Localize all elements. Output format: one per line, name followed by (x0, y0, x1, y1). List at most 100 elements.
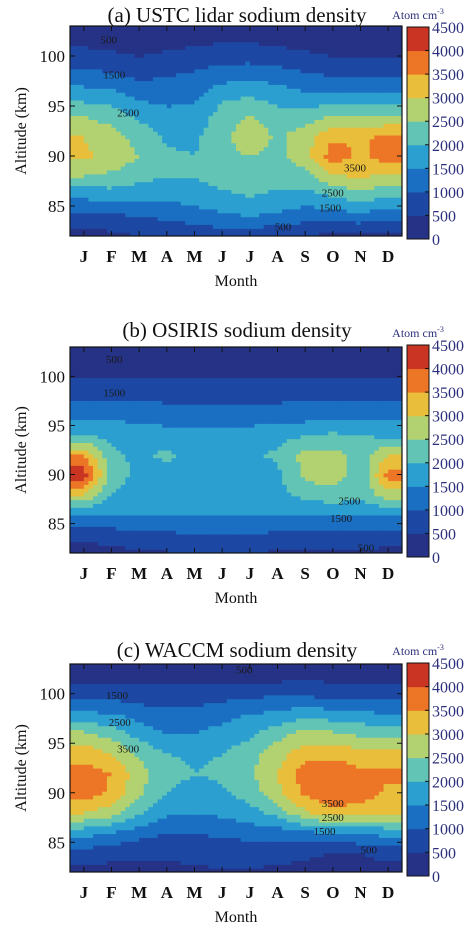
density-cell (263, 29, 269, 35)
density-cell (222, 185, 228, 190)
density-cell (176, 185, 182, 190)
density-cell (388, 72, 394, 78)
density-cell (263, 220, 269, 225)
density-cell (79, 476, 85, 482)
density-cell (365, 53, 371, 58)
density-cell (332, 61, 339, 66)
density-cell (102, 549, 108, 553)
density-cell (365, 169, 371, 175)
density-cell (231, 45, 237, 50)
density-cell (272, 131, 279, 136)
density-cell (134, 138, 140, 144)
colorbar-band (407, 191, 429, 216)
density-cell (93, 115, 99, 120)
density-cell (351, 228, 357, 233)
density-cell (120, 142, 126, 148)
density-cell (102, 185, 108, 190)
density-cell (157, 84, 163, 89)
density-cell (249, 84, 256, 89)
density-cell (236, 212, 242, 218)
density-cell (125, 511, 131, 516)
density-cell (102, 446, 108, 451)
density-cell (166, 193, 173, 198)
density-cell (166, 224, 173, 229)
density-cell (203, 138, 209, 144)
density-cell (282, 158, 288, 163)
density-cell (134, 216, 140, 222)
density-cell (245, 142, 251, 148)
density-cell (309, 208, 315, 214)
density-cell (254, 134, 260, 140)
panel-a: (a) USTC lidar sodium density50015002500… (13, 3, 464, 290)
density-cell (93, 549, 99, 553)
density-cell (351, 224, 357, 229)
density-cell (116, 76, 122, 82)
density-cell (226, 29, 232, 35)
density-cell (305, 64, 311, 70)
density-cell (231, 162, 237, 167)
density-cell (249, 189, 256, 194)
density-cell (319, 123, 325, 128)
density-cell (295, 185, 302, 190)
density-cell (392, 96, 398, 101)
density-cell (222, 96, 228, 101)
density-cell (268, 185, 274, 190)
density-cell (111, 177, 117, 183)
density-cell (134, 362, 140, 367)
density-cell (88, 88, 94, 93)
density-cell (120, 480, 126, 485)
density-cell (125, 404, 131, 409)
density-cell (314, 96, 320, 101)
density-cell (342, 131, 348, 136)
density-cell (337, 158, 343, 163)
density-cell (397, 37, 402, 43)
density-cell (245, 127, 251, 132)
density-cell (374, 212, 380, 218)
density-cell (79, 347, 85, 352)
density-cell (125, 123, 131, 128)
x-tick-label: N (354, 247, 367, 266)
density-cell (346, 193, 352, 198)
density-cell (176, 197, 182, 202)
density-cell (323, 185, 329, 190)
density-cell (162, 26, 168, 31)
density-cell (74, 366, 80, 371)
density-cell (134, 45, 140, 50)
density-cell (351, 212, 357, 218)
x-tick-label: J (246, 247, 255, 266)
density-cell (392, 169, 398, 175)
density-cell (125, 53, 131, 58)
density-cell (295, 138, 302, 144)
density-cell (79, 488, 85, 493)
density-cell (125, 76, 131, 82)
density-cell (74, 488, 80, 493)
density-cell (79, 415, 85, 421)
density-cell (134, 400, 140, 405)
density-cell (259, 158, 265, 163)
density-cell (319, 138, 325, 144)
density-cell (153, 208, 159, 214)
density-cell (397, 216, 402, 222)
density-cell (74, 107, 80, 113)
density-cell (203, 142, 209, 148)
density-cell (300, 53, 306, 58)
density-cell (300, 29, 306, 35)
density-cell (217, 80, 223, 85)
density-cell (337, 53, 343, 58)
density-cell (74, 533, 80, 539)
density-cell (148, 507, 154, 512)
density-cell (282, 33, 288, 39)
density-cell (254, 33, 260, 39)
density-cell (245, 177, 251, 183)
density-cell (139, 385, 145, 390)
density-cell (129, 41, 136, 47)
density-cell (125, 185, 131, 190)
density-cell (70, 208, 76, 214)
density-cell (74, 92, 80, 97)
density-cell (203, 228, 209, 233)
density-cell (134, 507, 140, 512)
density-cell (171, 96, 177, 101)
density-cell (134, 411, 140, 417)
density-cell (139, 111, 145, 117)
density-cell (93, 446, 99, 451)
